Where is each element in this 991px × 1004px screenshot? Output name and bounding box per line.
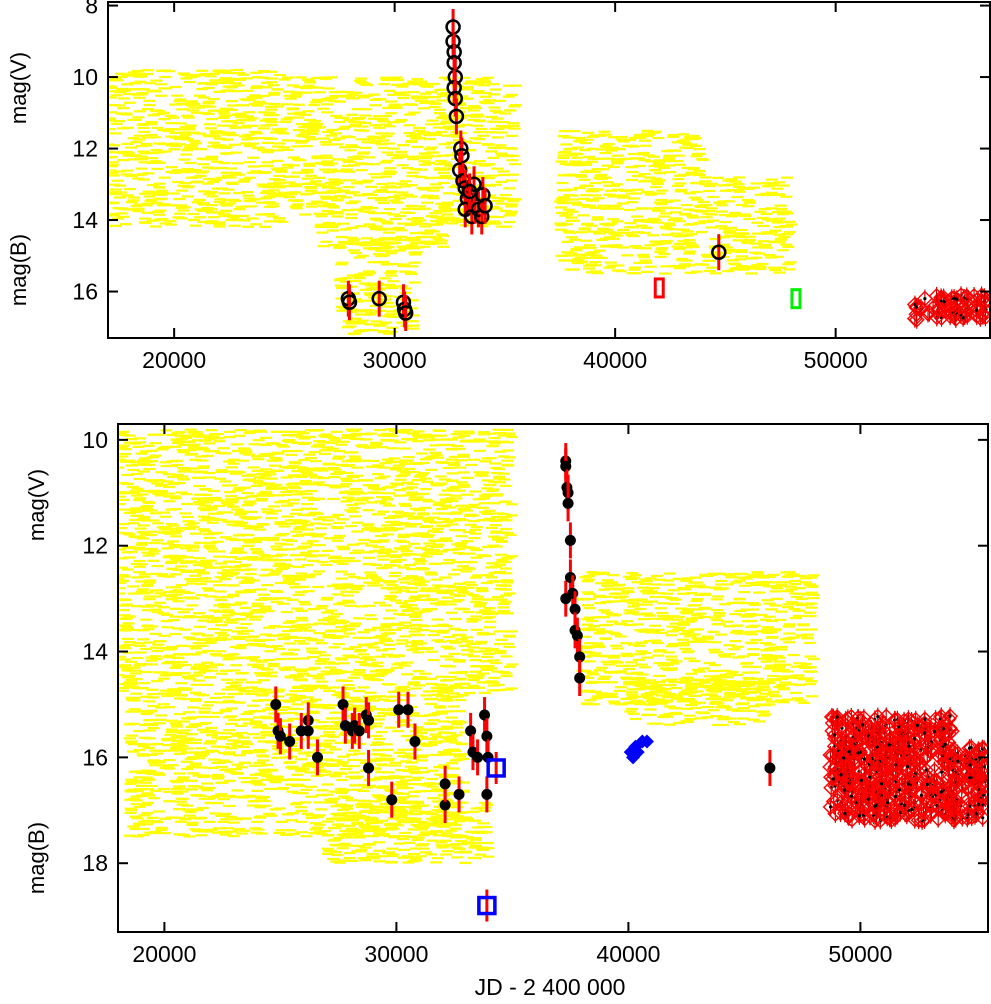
top-ylabel-b: mag(B) (6, 234, 31, 306)
y-tick-label: 16 (72, 279, 98, 305)
ccd-diamond-marker (925, 300, 942, 317)
y-tick-label: 10 (72, 64, 98, 90)
x-tick-label: 30000 (363, 347, 427, 373)
top-plot-frame (107, 1, 991, 339)
x-tick-label: 40000 (583, 347, 647, 373)
ccd-diamond-marker (916, 290, 933, 307)
green-rectangle-marker (790, 288, 802, 310)
top-panel: 20000 30000 40000 50000 8 10 12 14 16 mag(V) mag… (6, 0, 991, 373)
photographic-point (454, 147, 470, 164)
ccd-diamond-marker (955, 309, 972, 326)
x-tick-label: 20000 (142, 347, 206, 373)
y-tick-label: 14 (72, 207, 98, 233)
photographic-point (397, 305, 414, 321)
ccd-diamond-marker (948, 291, 965, 308)
photographic-point (448, 108, 465, 125)
photographic-point (371, 290, 387, 307)
red-rectangle-marker (653, 277, 665, 299)
ccd-diamond-marker (946, 290, 963, 307)
top-ylabel-v: mag(V) (6, 52, 31, 124)
x-tick-label: 50000 (804, 347, 868, 373)
bottom-visual-estimates (118, 428, 820, 865)
photographic-point (477, 197, 493, 214)
ccd-point (942, 300, 946, 304)
ccd-point (952, 296, 956, 300)
top-visual-estimates (108, 68, 798, 336)
ccd-diamond-marker (968, 302, 985, 319)
ccd-diamond-marker (930, 300, 947, 317)
ccd-diamond-marker (908, 311, 925, 328)
ccd-diamond-marker (928, 287, 945, 304)
ccd-diamond-marker (966, 288, 983, 305)
ccd-diamond-marker (977, 309, 990, 326)
ccd-point (923, 296, 927, 301)
ccd-point (914, 305, 918, 309)
ccd-point (961, 316, 965, 320)
top-axis-ticks: 20000 30000 40000 50000 8 10 12 14 16 (72, 0, 990, 373)
photographic-point (341, 294, 358, 311)
ccd-point (974, 308, 979, 312)
photographic-point (711, 244, 727, 260)
y-tick-label: 12 (72, 136, 98, 162)
photographic-point (461, 183, 478, 200)
top-photometry-marks (340, 9, 990, 331)
y-tick-label: 8 (85, 0, 98, 19)
ccd-point (955, 297, 959, 301)
